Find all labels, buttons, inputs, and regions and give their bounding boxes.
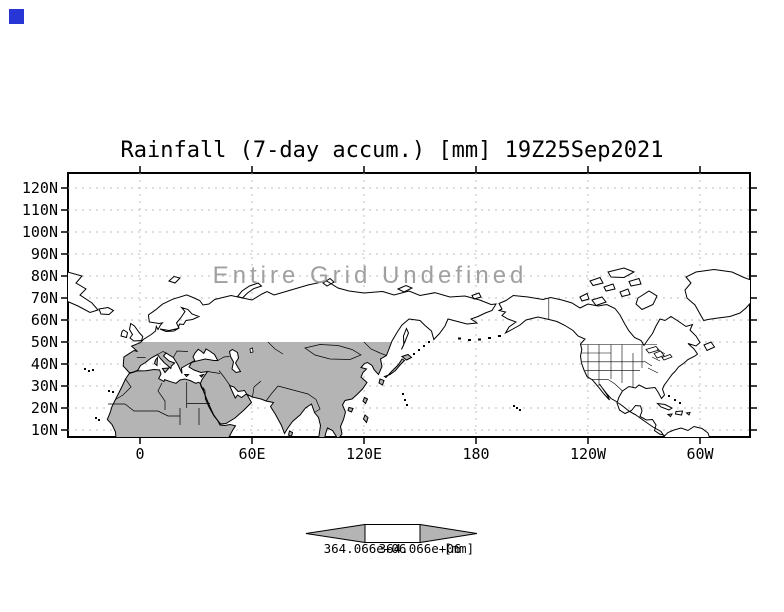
us-state-borders — [548, 298, 666, 392]
lon-tick-label: 120E — [345, 445, 383, 463]
colorbar-units-label: [mm] — [444, 541, 475, 556]
colorbar — [305, 523, 478, 544]
lon-tick-label: 0 — [135, 445, 145, 463]
lat-tick-label: 40N — [30, 355, 58, 373]
lat-tick-label: 60N — [30, 311, 58, 329]
colorbar-left-arrow — [305, 523, 366, 544]
lon-tick-label: 120W — [569, 445, 607, 463]
lat-tick-label: 110N — [21, 201, 58, 219]
axis-ticks — [61, 166, 757, 444]
lat-tick-label: 70N — [30, 289, 58, 307]
lon-tick-label: 180 — [462, 445, 490, 463]
colorbar-max-label: 364.066e+06 — [378, 541, 462, 556]
lon-tick-label: 60E — [238, 445, 266, 463]
lat-tick-label: 90N — [30, 245, 58, 263]
plot-frame — [67, 172, 751, 438]
lon-tick-label: 60W — [686, 445, 714, 463]
undefined-grid-label: Entire Grid Undefined — [212, 262, 528, 289]
great-lakes — [249, 346, 673, 361]
lat-tick-label: 100N — [21, 223, 58, 241]
country-borders — [108, 341, 387, 425]
colorbar-right-arrow — [419, 523, 478, 544]
lat-tick-label: 50N — [30, 333, 58, 351]
lat-tick-label: 10N — [30, 421, 58, 439]
lat-tick-label: 80N — [30, 267, 58, 285]
colorbar-min-label: 364.066e+06 — [323, 541, 407, 556]
blue-marker — [9, 9, 24, 24]
lat-tick-label: 30N — [30, 377, 58, 395]
island-specks — [84, 335, 681, 421]
colorbar-box — [364, 524, 421, 543]
lat-tick-label: 20N — [30, 399, 58, 417]
lat-tick-label: 120N — [21, 179, 58, 197]
plot-title: Rainfall (7-day accum.) [mm] 19Z25Sep202… — [120, 138, 664, 163]
aral-sea — [249, 347, 254, 353]
